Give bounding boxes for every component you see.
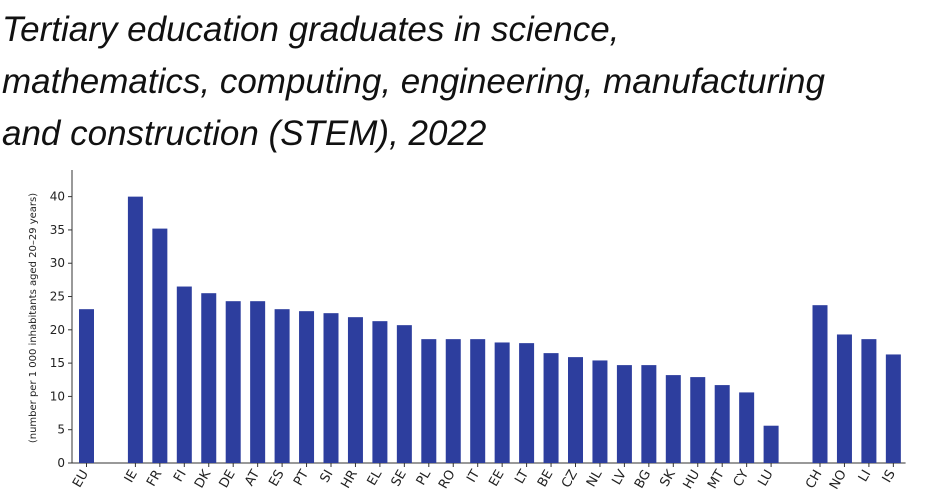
bar-AT [250,301,266,463]
x-tick-label-SI: SI [317,468,336,486]
x-tick-label-HU: HU [681,468,704,492]
bar-FR [152,228,168,463]
bar-SK [665,375,681,463]
x-tick-label-BG: BG [632,468,654,492]
x-tick-label-NL: NL [584,467,606,490]
bar-LI [861,339,877,463]
y-tick-label-7: 35 [50,223,65,237]
bar-BE [543,353,559,463]
bar-PT [299,311,315,463]
bar-LV [616,365,632,463]
x-tick-label-FI: FI [171,468,190,485]
bar-FI [176,286,192,463]
bar-DK [201,293,217,463]
bar-IS [885,354,901,463]
x-tick-label-HR: HR [339,468,361,492]
x-tick-label-SE: SE [389,468,410,490]
y-tick-label-3: 15 [50,356,65,370]
x-tick-label-LV: LV [610,467,630,487]
x-tick-label-BE: BE [535,468,557,490]
x-tick-label-ES: ES [266,468,287,490]
chart-title: Tertiary education graduates in science,… [2,4,942,160]
y-tick-label-1: 5 [57,423,65,437]
bar-ES [274,309,290,463]
x-tick-label-LI: LI [856,468,875,485]
x-tick-label-DK: DK [192,467,214,491]
x-tick-label-CH: CH [803,468,825,492]
bars [79,196,901,464]
bar-LT [519,343,535,463]
bar-PL [421,339,437,463]
x-tick-label-DE: DE [217,468,239,491]
bar-CH [812,305,828,463]
x-tick-label-FR: FR [144,468,165,490]
bar-NO [836,334,852,463]
bar-EL [372,321,388,463]
chart-title-line-3: and construction (STEM), 2022 [2,114,487,153]
x-tick-label-IE: IE [122,468,141,486]
bar-EE [494,342,510,463]
x-tick-label-IT: IT [464,467,483,485]
y-axis-label: (number per 1 000 inhabitants aged 20–29… [28,193,39,443]
bar-DE [225,301,241,463]
bar-CZ [568,357,583,463]
bar-LU [763,425,779,463]
bar-CY [739,392,755,463]
x-tick-label-CY: CY [731,467,752,489]
x-ticks: EU IE FR FI DK DE AT ES PT SI HR EL SE PL RO IT EE LT BE CZ… [70,463,899,492]
y-tick-label-5: 25 [50,290,65,304]
y-tick-label-2: 10 [50,389,65,403]
bar-HR [347,317,363,463]
bar-IT [470,339,486,463]
x-tick-label-MT: MT [705,467,728,491]
x-tick-label-IS: IS [880,468,899,486]
chart-title-line-2: mathematics, computing, engineering, man… [2,62,825,101]
bar-BG [641,365,657,463]
x-tick-label-PT: PT [291,467,312,488]
x-tick-label-EU: EU [70,468,92,491]
bar-RO [445,339,461,463]
x-tick-label-AT: AT [242,467,263,488]
bar-IE [127,196,143,464]
y-ticks: 0 5 10 15 20 25 30 35 40 [50,190,72,470]
bar-SE [396,325,412,463]
bar-SI [323,313,339,463]
x-tick-label-CZ: CZ [559,467,581,490]
bar-MT [714,385,730,463]
x-tick-label-PL: PL [414,467,435,488]
y-tick-label-4: 20 [50,323,65,337]
x-tick-label-EL: EL [365,467,386,489]
x-tick-label-RO: RO [436,468,459,492]
y-tick-label-0: 0 [57,456,65,470]
y-tick-label-6: 30 [50,256,65,270]
bar-HU [690,377,706,463]
x-tick-label-NO: NO [827,468,850,493]
y-tick-label-8: 40 [50,190,65,204]
x-tick-label-LU: LU [756,468,777,489]
x-tick-label-EE: EE [486,468,507,490]
x-tick-label-SK: SK [657,467,679,489]
chart-title-line-1: Tertiary education graduates in science, [2,10,620,49]
bar-NL [592,360,608,463]
bar-EU [79,309,94,463]
x-tick-label-LT: LT [512,467,532,486]
